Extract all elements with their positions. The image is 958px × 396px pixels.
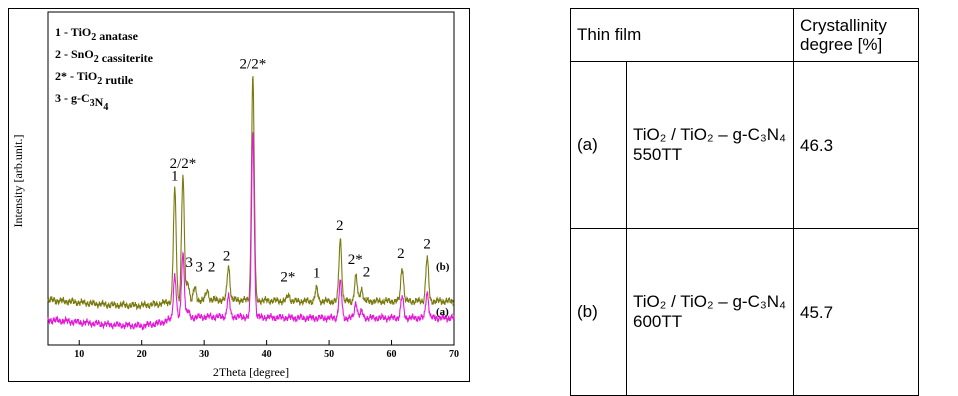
- x-tick-label: 30: [199, 349, 209, 360]
- row-label: (b): [570, 228, 627, 396]
- row-crystallinity: 46.3: [793, 61, 919, 229]
- legend-entry: 2 - SnO2 cassiterite: [55, 47, 154, 65]
- peak-label: 2/2*: [240, 57, 267, 73]
- peak-label: 2*: [280, 269, 295, 285]
- legend-entry: 2* - TiO2 rutile: [55, 69, 134, 87]
- series-layer: [47, 76, 455, 331]
- peak-label: 2: [423, 237, 431, 253]
- chart-outer-frame: [8, 8, 470, 382]
- x-tick-label: 70: [449, 349, 459, 360]
- peak-labels: 12/2*2/2*3 3 222* 122*222: [170, 57, 431, 286]
- row-film: TiO₂ / TiO₂ – g-C₃N₄ 600TT: [626, 228, 794, 396]
- plot-frame: [47, 11, 455, 346]
- x-tick-label: 20: [137, 349, 147, 360]
- y-axis-title: Intensity [arb.unit.]: [11, 135, 25, 228]
- peak-label: 2: [397, 246, 405, 262]
- x-tick-label: 50: [324, 349, 334, 360]
- peak-label: 1: [171, 168, 179, 184]
- legend-entry: 1 - TiO2 anatase: [55, 25, 139, 43]
- x-tick-label: 40: [262, 349, 272, 360]
- peak-label: 3: [185, 255, 193, 271]
- row-label: (a): [570, 61, 627, 229]
- x-tick-label: 10: [74, 349, 84, 360]
- crystallinity-table: Thin film Crystallinity degree [%] (a) T…: [570, 8, 919, 396]
- legend: 1 - TiO2 anatase 2 - SnO2 cassiterite 2* -…: [55, 25, 154, 113]
- peak-label: 2*: [348, 252, 363, 268]
- table-row: (a) TiO₂ / TiO₂ – g-C₃N₄ 550TT 46.3: [570, 61, 919, 229]
- peak-label: 3: [195, 259, 203, 275]
- legend-entry: 3 - g-C3N4: [55, 91, 108, 113]
- x-axis-title: 2Theta [degree]: [213, 365, 289, 379]
- row-crystallinity: 45.7: [793, 228, 919, 396]
- header-crystallinity: Crystallinity degree [%]: [793, 8, 919, 62]
- x-tick-label: 60: [387, 349, 397, 360]
- series-label-b: (b): [436, 261, 450, 273]
- peak-label: 1: [313, 266, 321, 282]
- row-film: TiO₂ / TiO₂ – g-C₃N₄ 550TT: [626, 61, 794, 229]
- peak-label: 2: [208, 259, 216, 275]
- series-line-a: [47, 132, 455, 331]
- header-thin-film: Thin film: [570, 8, 794, 62]
- table-row: (b) TiO₂ / TiO₂ – g-C₃N₄ 600TT 45.7: [570, 228, 919, 396]
- xrd-chart: 10 20 30 40 50 60 70 12/2*2/2*3 3 222* 122*222 1 …: [8, 8, 470, 382]
- peak-label: 2: [223, 248, 231, 264]
- peak-label: 2/2*: [170, 156, 197, 172]
- x-ticks: 10 20 30 40 50 60 70: [74, 340, 459, 360]
- series-label-a: (a): [436, 306, 449, 318]
- peak-label: 2: [363, 264, 371, 280]
- table-header-row: Thin film Crystallinity degree [%]: [570, 8, 919, 62]
- peak-label: 2: [336, 218, 344, 234]
- xrd-chart-panel: 10 20 30 40 50 60 70 1 2/2* 2/2* 3 3 2 2 2* 1 2 2* 2 2 2 1 …: [8, 8, 470, 382]
